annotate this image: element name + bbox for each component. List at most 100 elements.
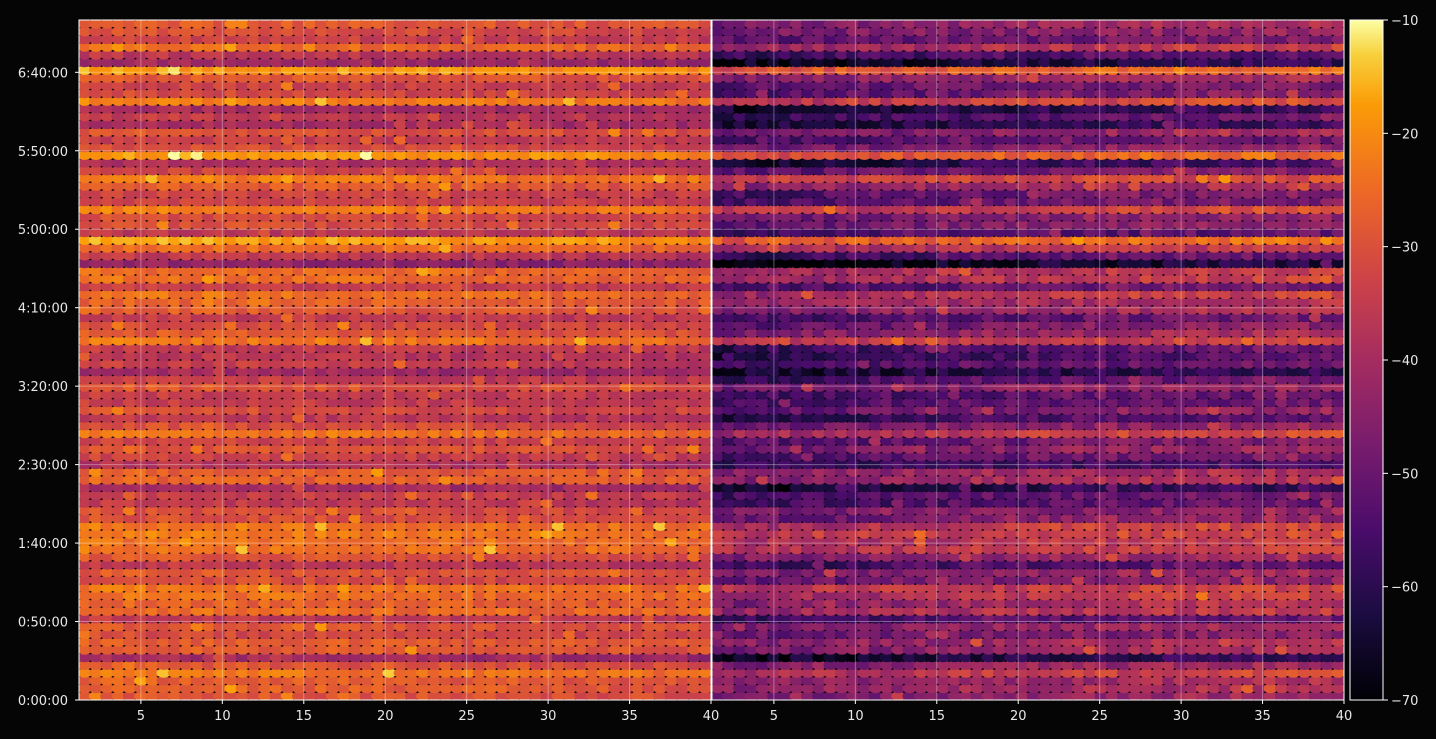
heatmap-cell [529,428,544,439]
heatmap-cell [585,227,600,238]
heatmap-cell [461,614,476,624]
heatmap-cell [416,513,431,524]
heatmap-cell [111,683,126,694]
heatmap-cell [427,498,442,508]
heatmap-cell [585,204,600,215]
heatmap-cell [337,312,352,323]
heatmap-cell [438,212,453,222]
heatmap-cell [404,405,419,416]
heatmap-cell [653,281,668,292]
heatmap-cell [630,366,645,377]
heatmap-cell [517,382,532,392]
heatmap-cell [325,196,340,207]
heatmap-cell [427,683,442,694]
heatmap-cell [111,567,126,578]
heatmap-cell [337,428,352,439]
heatmap-cell [246,173,261,184]
heatmap-cell [79,637,92,647]
heatmap-cell [687,544,702,555]
heatmap-cell [472,212,487,222]
heatmap-cell [79,397,92,408]
heatmap-cell [246,335,261,346]
heatmap-cell [303,629,318,640]
heatmap-cell [134,482,149,493]
heatmap-cell [303,536,318,547]
heatmap-cell [551,621,566,632]
heatmap-cell [292,598,307,609]
heatmap-cell [540,451,555,462]
heatmap-cell [596,521,611,531]
heatmap-cell [348,668,363,678]
heatmap-cell [551,281,566,292]
heatmap-cell [167,390,182,400]
heatmap-cell [314,351,329,361]
heatmap-cell [371,668,386,678]
heatmap-cell [325,583,340,593]
heatmap-cell [371,397,386,408]
heatmap-cell [393,266,408,276]
heatmap-cell [314,567,329,578]
heatmap-cell [201,150,216,160]
heatmap-cell [687,150,702,160]
heatmap-cell [472,243,487,253]
heatmap-cell [382,258,397,269]
heatmap-cell [393,660,408,670]
heatmap-cell [111,181,126,191]
heatmap-cell [280,475,295,485]
heatmap-cell [122,366,137,377]
heatmap-cell [562,328,577,338]
heatmap-cell [88,552,103,562]
heatmap-cell [348,436,363,446]
heatmap-cell [258,513,273,524]
heatmap-cell [111,382,126,392]
heatmap-cell [258,536,273,547]
heatmap-cell [79,428,92,439]
heatmap-cell [641,691,656,700]
heatmap-cell [540,220,555,230]
heatmap-cell [517,436,532,446]
heatmap-cell [348,567,363,578]
heatmap-cell [517,305,532,315]
heatmap-cell [574,312,589,323]
heatmap-cell [416,390,431,400]
heatmap-cell [551,274,566,284]
heatmap-cell [596,165,611,176]
heatmap-cell [224,637,239,647]
heatmap-cell [111,297,126,307]
heatmap-cell [517,567,532,578]
heatmap-cell [416,529,431,539]
heatmap-cell [687,243,702,253]
heatmap-cell [585,235,600,245]
heatmap-cell [224,606,239,616]
heatmap-cell [111,451,126,462]
heatmap-cell [687,405,702,416]
heatmap-cell [79,590,92,601]
heatmap-cell [472,467,487,477]
heatmap-cell [596,598,611,609]
heatmap-cell [450,544,465,555]
heatmap-cell [156,420,171,431]
heatmap-cell [506,343,521,354]
heatmap-cell [201,250,216,261]
heatmap-cell [698,189,711,199]
heatmap-cell [653,297,668,307]
heatmap-cell [393,258,408,269]
heatmap-cell [562,142,577,153]
heatmap-cell [427,397,442,408]
heatmap-cell [134,150,149,160]
heatmap-cell [156,552,171,562]
heatmap-cell [348,359,363,369]
heatmap-cell [404,181,419,191]
heatmap-cell [585,590,600,601]
heatmap-cell [201,590,216,601]
heatmap-cell [427,220,442,230]
heatmap-cell [585,281,600,292]
heatmap-cell [145,374,160,385]
heatmap-cell [517,575,532,585]
heatmap-cell [574,243,589,253]
heatmap-cell [461,498,476,508]
heatmap-cell [529,312,544,323]
heatmap-cell [122,413,137,423]
heatmap-cell [280,482,295,493]
heatmap-cell [100,305,115,315]
